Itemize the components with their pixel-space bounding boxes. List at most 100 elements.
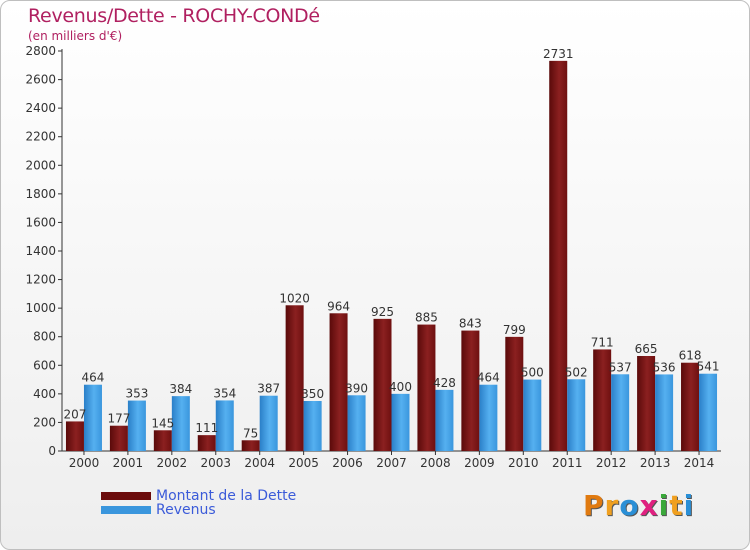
x-tick-label: 2002 — [157, 456, 188, 470]
bar-revenus — [699, 373, 718, 451]
y-tick-label: 2400 — [25, 101, 56, 115]
data-labels: 207 464 177 353 145 384 111 354 75 387 1020 350 964 3… — [64, 47, 720, 440]
x-tick-label: 2011 — [552, 456, 583, 470]
bar-revenus — [567, 379, 586, 451]
bar-debt — [197, 435, 216, 451]
data-label-debt: 75 — [243, 426, 258, 440]
y-tick-label: 2200 — [25, 130, 56, 144]
data-label-revenus: 390 — [345, 381, 368, 395]
data-label-debt: 925 — [371, 305, 394, 319]
y-tick-label: 800 — [33, 330, 56, 344]
bar-revenus — [259, 395, 278, 451]
logo-letter: x — [639, 489, 659, 522]
legend-item-debt: Montant de la Dette — [101, 488, 296, 504]
data-label-revenus: 387 — [257, 382, 280, 396]
bar-revenus — [215, 400, 234, 451]
bar-debt — [153, 430, 172, 451]
bar-debt — [461, 330, 480, 451]
bar-debt — [373, 318, 392, 451]
bar-debt — [505, 336, 524, 451]
x-tick-label: 2010 — [508, 456, 539, 470]
data-label-debt: 843 — [459, 317, 482, 331]
legend-item-revenus: Revenus — [101, 502, 216, 518]
y-tick-label: 1200 — [25, 273, 56, 287]
bar-debt — [593, 349, 612, 451]
y-tick-label: 1800 — [25, 187, 56, 201]
data-label-revenus: 354 — [213, 386, 236, 400]
x-tick-label: 2008 — [420, 456, 451, 470]
data-label-revenus: 464 — [82, 371, 105, 385]
proxiti-logo: Proxiti — [583, 489, 694, 522]
chart-subtitle: (en milliers d'€) — [28, 29, 123, 43]
bar-debt — [417, 324, 436, 451]
logo-letter: r — [604, 489, 620, 522]
data-label-revenus: 541 — [697, 360, 720, 374]
x-tick-label: 2013 — [640, 456, 671, 470]
x-tick-label: 2005 — [288, 456, 319, 470]
legend-label-debt: Montant de la Dette — [156, 488, 297, 504]
y-tick-label: 2600 — [25, 73, 56, 87]
data-label-revenus: 536 — [653, 360, 676, 374]
logo-letter: o — [619, 489, 640, 522]
bar-revenus — [171, 396, 190, 451]
bar-debt — [241, 440, 260, 451]
bar-debt — [109, 425, 128, 451]
y-tick-label: 1600 — [25, 215, 56, 229]
x-tick-label: 2006 — [332, 456, 363, 470]
data-label-revenus: 428 — [433, 376, 456, 390]
data-label-debt: 207 — [64, 407, 87, 421]
y-axis: 0 200 400 600 800 1000 1200 1400 1600 1800 2000 220… — [25, 44, 63, 458]
data-label-debt: 799 — [503, 323, 526, 337]
bar-revenus — [127, 400, 146, 451]
y-tick-label: 400 — [33, 387, 56, 401]
x-tick-label: 2004 — [244, 456, 275, 470]
bars — [65, 60, 718, 451]
bar-debt — [285, 305, 304, 451]
y-tick-label: 200 — [33, 415, 56, 429]
data-label-debt: 665 — [635, 342, 658, 356]
logo-letter: P — [583, 489, 605, 522]
data-label-debt: 111 — [195, 421, 218, 435]
bar-revenus — [655, 374, 674, 451]
data-label-revenus: 464 — [477, 371, 500, 385]
y-tick-label: 1000 — [25, 301, 56, 315]
bar-debt — [65, 421, 84, 451]
x-tick-label: 2003 — [200, 456, 231, 470]
data-label-debt: 177 — [107, 412, 130, 426]
legend-swatch-debt — [101, 492, 151, 500]
bar-revenus — [435, 389, 454, 451]
y-tick-label: 2800 — [25, 44, 56, 58]
data-label-debt: 1020 — [279, 291, 310, 305]
logo-letter: t — [669, 489, 684, 522]
data-label-revenus: 350 — [301, 387, 324, 401]
bar-debt — [637, 356, 656, 451]
y-tick-label: 1400 — [25, 244, 56, 258]
data-label-revenus: 384 — [169, 382, 192, 396]
bar-debt — [549, 60, 568, 451]
x-tick-label: 2014 — [684, 456, 715, 470]
x-tick-label: 2009 — [464, 456, 495, 470]
x-tick-label: 2012 — [596, 456, 627, 470]
data-label-revenus: 537 — [609, 360, 632, 374]
x-tick-label: 2001 — [113, 456, 144, 470]
bar-debt — [681, 362, 700, 451]
bar-revenus — [611, 374, 630, 451]
data-label-debt: 885 — [415, 311, 438, 325]
data-label-debt: 145 — [151, 416, 174, 430]
legend-swatch-revenus — [101, 506, 151, 514]
y-tick-label: 600 — [33, 358, 56, 372]
data-label-debt: 618 — [679, 349, 702, 363]
logo-letter: i — [683, 489, 695, 522]
bar-debt — [329, 313, 348, 451]
bar-revenus — [83, 384, 102, 451]
legend-label-revenus: Revenus — [156, 502, 216, 518]
data-label-revenus: 353 — [125, 387, 148, 401]
data-label-debt: 964 — [327, 299, 350, 313]
x-tick-label: 2007 — [376, 456, 407, 470]
data-label-revenus: 400 — [389, 380, 412, 394]
y-tick-label: 0 — [48, 444, 56, 458]
logo-letter: i — [658, 489, 670, 522]
x-axis: 2000 2001 2002 2003 2004 2005 2006 2007 2008 2009… — [62, 450, 721, 470]
